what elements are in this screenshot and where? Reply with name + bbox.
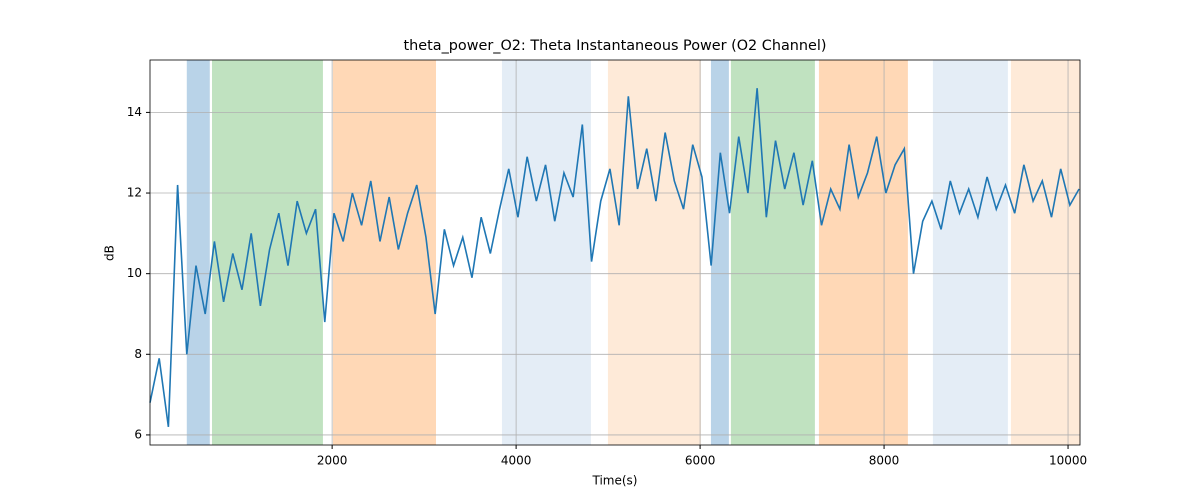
y-axis-label: dB (103, 245, 117, 261)
y-tick-label: 8 (134, 347, 142, 361)
x-tick-label: 10000 (1049, 454, 1087, 468)
shaded-span (932, 60, 1008, 445)
chart-title: theta_power_O2: Theta Instantaneous Powe… (404, 38, 827, 54)
shaded-span (607, 60, 701, 445)
shaded-span (501, 60, 591, 445)
shaded-span (818, 60, 908, 445)
y-tick-label: 12 (127, 186, 142, 200)
shaded-span (212, 60, 323, 445)
shaded-span (1010, 60, 1080, 445)
data-line (149, 88, 1080, 427)
shaded-span (332, 60, 436, 445)
y-tick-label: 10 (127, 266, 142, 280)
shaded-span (710, 60, 729, 445)
shaded-span (186, 60, 210, 445)
shaded-span (730, 60, 815, 445)
y-tick-label: 6 (134, 427, 142, 441)
x-axis-label: Time(s) (592, 474, 638, 488)
x-tick-label: 8000 (869, 454, 900, 468)
x-tick-label: 2000 (317, 454, 348, 468)
plot-frame (149, 59, 1081, 446)
x-tick-label: 6000 (685, 454, 716, 468)
y-tick-label: 14 (127, 105, 142, 119)
x-tick-label: 4000 (501, 454, 532, 468)
